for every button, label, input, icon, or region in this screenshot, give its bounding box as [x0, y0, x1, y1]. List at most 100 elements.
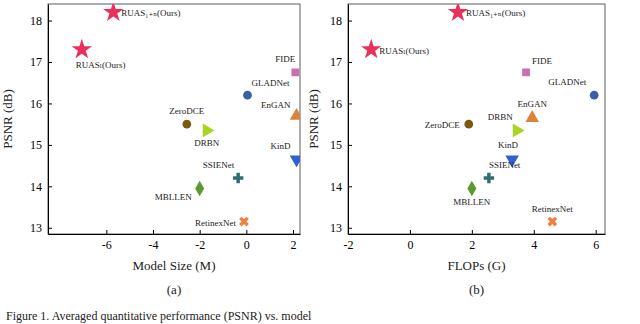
x-tick-mark: [596, 230, 597, 234]
y-tick: 14: [30, 180, 52, 194]
y-axis-line: [48, 5, 49, 235]
x-tick: 2: [291, 230, 297, 252]
point-label: SSIENet: [203, 160, 235, 170]
point-label: RetinexNet: [532, 204, 573, 214]
y-tick: 18: [330, 14, 352, 28]
y-tick-mark: [48, 21, 52, 22]
y-tick-label: 17: [330, 55, 342, 69]
panel-label: (b): [469, 282, 484, 297]
point: [203, 124, 215, 138]
x-tick-mark: [246, 230, 247, 234]
x-tick-label: 4: [531, 238, 537, 252]
y-tick-mark: [48, 103, 52, 104]
y-tick-mark: [348, 145, 352, 146]
y-tick-label: 17: [30, 55, 42, 69]
x-axis-title: Model Size (M): [132, 258, 215, 273]
point-label: EnGAN: [517, 99, 547, 109]
y-tick-mark: [348, 186, 352, 187]
y-tick-mark: [48, 228, 52, 229]
x-tick: 2: [469, 230, 475, 252]
point: [237, 214, 252, 229]
point-label: RUAS₁₊ₙ(Ours): [121, 8, 180, 18]
y-tick-mark: [48, 145, 52, 146]
x-axis: -6-4-202: [49, 230, 301, 252]
point: [243, 91, 252, 100]
point-label: ZeroDCE: [425, 120, 460, 130]
panel: -20246131415161718FLOPs (G)PSNR (dB)(b)R…: [306, 2, 606, 297]
x-tick-label: 0: [244, 238, 250, 252]
x-tick: 4: [531, 230, 537, 252]
point-label: FIDE: [275, 54, 296, 64]
point-label: KinD: [271, 141, 292, 151]
x-tick: 0: [244, 230, 250, 252]
x-tick-label: 6: [593, 238, 599, 252]
point-label: RUAS₁₊ₙ(Ours): [466, 8, 525, 18]
points: [72, 4, 300, 229]
point: [72, 39, 92, 58]
x-axis: -2 0 2 4 6: [344, 230, 606, 252]
point: [182, 120, 191, 129]
y-axis: 13 14 15 16 17 18: [30, 5, 52, 236]
x-tick-mark: [410, 230, 411, 234]
x-tick-mark: [106, 230, 107, 234]
y-tick-label: 15: [330, 138, 342, 152]
x-tick: 0: [407, 230, 413, 252]
x-tick: 6: [593, 230, 599, 252]
y-tick-label: 18: [330, 14, 342, 28]
y-tick: 15: [30, 138, 52, 152]
panel-label: (a): [167, 282, 181, 297]
x-tick-label: -6: [102, 238, 112, 252]
point-label: MBLLEN: [453, 197, 490, 207]
y-axis-title: PSNR (dB): [0, 89, 15, 149]
point-label: GLADNet: [252, 78, 290, 88]
point: [513, 124, 525, 138]
y-tick-label: 14: [330, 180, 342, 194]
point-label: FIDE: [532, 56, 553, 66]
point-label: RUASₗ(Ours): [76, 60, 126, 70]
point: [467, 181, 476, 197]
y-tick-label: 13: [30, 221, 42, 235]
y-tick-label: 16: [30, 97, 42, 111]
y-axis-line: [348, 5, 349, 235]
point: [590, 91, 599, 100]
x-tick-mark: [200, 230, 201, 234]
y-tick-label: 16: [330, 97, 342, 111]
point: [290, 108, 300, 120]
point-label: SSIENet: [489, 160, 521, 170]
point: [233, 173, 243, 183]
figure: -6-4-202131415161718Model Size (M)PSNR (…: [0, 0, 640, 324]
y-tick: 16: [330, 97, 352, 111]
points: [361, 4, 599, 229]
y-axis-title: PSNR (dB): [306, 89, 321, 149]
x-tick-mark: [472, 230, 473, 234]
y-tick: 17: [30, 55, 52, 69]
caption: Figure 1. Averaged quantitative performa…: [6, 309, 312, 323]
x-axis-line: [49, 234, 301, 235]
point: [525, 110, 539, 122]
x-tick: -2: [195, 230, 205, 252]
point-label: MBLLEN: [155, 192, 192, 202]
point-labels: RUAS₁₊ₙ(Ours)RUASₗ(Ours)GLADNetFIDEZeroD…: [76, 8, 296, 227]
point-label: KinD: [498, 140, 519, 150]
y-tick-label: 15: [30, 138, 42, 152]
point-label: RetinexNet: [195, 218, 236, 228]
x-tick-mark: [293, 230, 294, 234]
plot-frame: [48, 4, 300, 234]
x-tick-mark: [534, 230, 535, 234]
y-tick-label: 14: [30, 180, 42, 194]
point: [545, 214, 560, 229]
point-labels: RUAS₁₊ₙ(Ours)RUASₗ(Ours)GLADNetFIDEZeroD…: [379, 8, 586, 213]
x-axis-line: [349, 234, 606, 235]
point-label: RUASₗ(Ours): [379, 46, 429, 56]
plot-frame: [348, 4, 605, 234]
point: [195, 181, 204, 197]
point: [290, 155, 300, 167]
point-label: DRBN: [488, 112, 514, 122]
x-tick-label: -2: [344, 238, 354, 252]
y-tick: 13: [330, 221, 352, 235]
y-tick: 18: [30, 14, 52, 28]
y-tick: 16: [30, 97, 52, 111]
y-tick: 13: [30, 221, 52, 235]
y-tick-mark: [348, 228, 352, 229]
y-tick: 17: [330, 55, 352, 69]
